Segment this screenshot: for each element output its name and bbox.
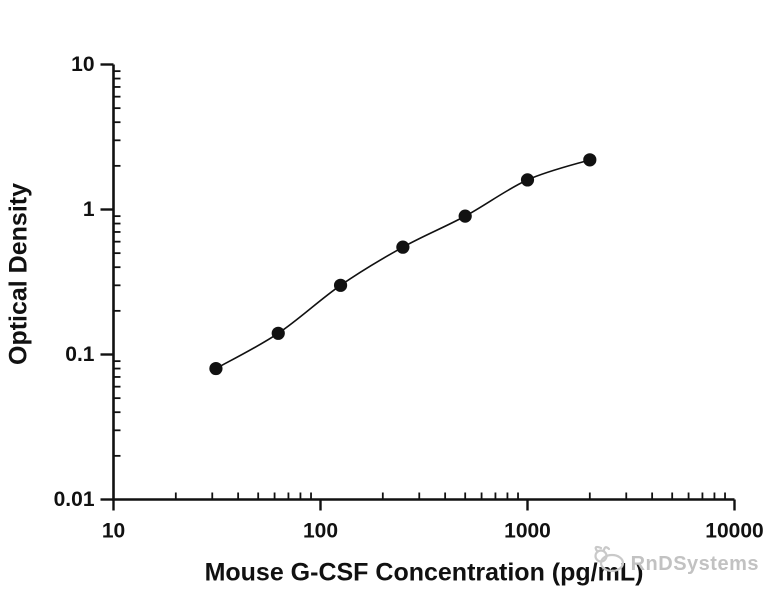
x-tick-label: 1000 <box>504 520 551 543</box>
y-axis-title: Optical Density <box>4 183 33 365</box>
data-point-marker <box>583 153 597 167</box>
y-tick-label: 0.1 <box>65 343 95 366</box>
x-tick-label: 10 <box>102 520 125 543</box>
x-tick-label: 10000 <box>705 520 763 543</box>
data-point-marker <box>396 240 410 254</box>
watermark: RnDSystems <box>591 544 759 582</box>
data-point-marker <box>209 361 223 376</box>
data-point-marker <box>520 173 535 187</box>
data-point-marker <box>458 209 472 223</box>
data-point-marker <box>271 326 285 340</box>
watermark-text: RnDSystems <box>630 552 759 575</box>
rndsystems-logo-icon <box>591 544 627 580</box>
axis-spines <box>112 64 735 501</box>
y-tick-label: 1 <box>83 198 95 221</box>
data-point-marker <box>333 278 348 292</box>
x-axis-title: Mouse G-CSF Concentration (pg/mL) <box>204 558 644 587</box>
y-tick-label: 0.01 <box>54 488 95 511</box>
y-tick-label: 10 <box>71 53 94 76</box>
standard-curve-line <box>215 159 591 370</box>
x-tick-label: 100 <box>303 520 338 543</box>
